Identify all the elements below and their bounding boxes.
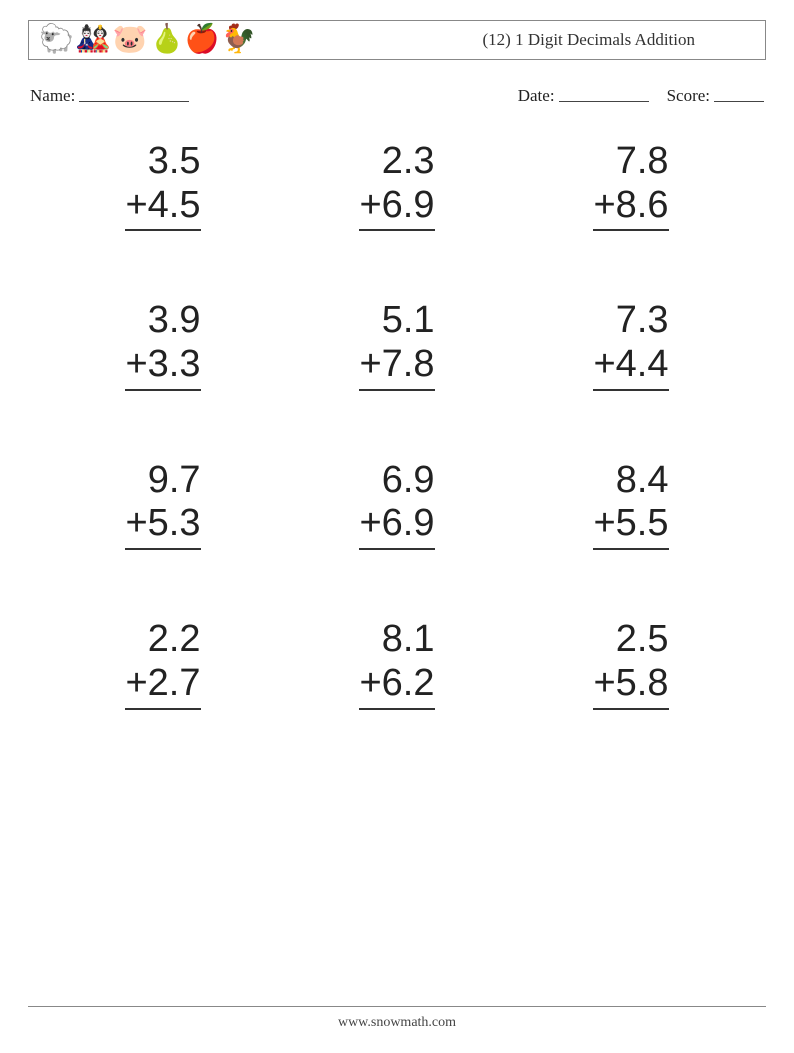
fruit-icon: 🍐🍎 — [150, 26, 220, 54]
addend-bottom: +5.3 — [125, 502, 200, 550]
addend-top: 5.1 — [359, 299, 434, 343]
problem-cell: 9.7+5.3 — [46, 459, 280, 550]
worksheet-page: 🐑 🎎 🐷 🍐🍎 🐓 (12) 1 Digit Decimals Additio… — [0, 0, 794, 1053]
addend-bottom: +6.9 — [359, 502, 434, 550]
addend-bottom: +7.8 — [359, 343, 434, 391]
worksheet-title: (12) 1 Digit Decimals Addition — [483, 30, 755, 50]
name-label: Name: — [30, 86, 75, 106]
problem-cell: 3.5+4.5 — [46, 140, 280, 231]
addend-top: 7.8 — [593, 140, 668, 184]
addend-bottom: +6.9 — [359, 184, 434, 232]
sheep-icon: 🐑 — [39, 26, 74, 54]
addition-problem: 3.5+4.5 — [125, 140, 200, 231]
problem-cell: 2.5+5.8 — [514, 618, 748, 709]
addend-top: 2.2 — [125, 618, 200, 662]
addition-problem: 3.9+3.3 — [125, 299, 200, 390]
addend-bottom: +6.2 — [359, 662, 434, 710]
addition-problem: 6.9+6.9 — [359, 459, 434, 550]
footer: www.snowmath.com — [28, 1006, 766, 1031]
addend-bottom: +5.5 — [593, 502, 668, 550]
addend-top: 9.7 — [125, 459, 200, 503]
header-box: 🐑 🎎 🐷 🍐🍎 🐓 (12) 1 Digit Decimals Additio… — [28, 20, 766, 60]
info-spacer — [189, 86, 517, 106]
addition-problem: 8.1+6.2 — [359, 618, 434, 709]
rooster-icon: 🐓 — [221, 26, 256, 54]
addition-problem: 9.7+5.3 — [125, 459, 200, 550]
addend-top: 6.9 — [359, 459, 434, 503]
date-label: Date: — [518, 86, 555, 106]
addition-problem: 2.2+2.7 — [125, 618, 200, 709]
problem-cell: 7.8+8.6 — [514, 140, 748, 231]
problem-cell: 5.1+7.8 — [280, 299, 514, 390]
header-icons: 🐑 🎎 🐷 🍐🍎 🐓 — [39, 26, 256, 54]
score-label: Score: — [667, 86, 710, 106]
date-blank[interactable] — [559, 86, 649, 102]
addition-problem: 8.4+5.5 — [593, 459, 668, 550]
addition-problem: 7.8+8.6 — [593, 140, 668, 231]
addend-bottom: +4.4 — [593, 343, 668, 391]
problem-cell: 6.9+6.9 — [280, 459, 514, 550]
problem-cell: 2.3+6.9 — [280, 140, 514, 231]
scarecrow-icon: 🎎 — [76, 26, 111, 54]
addition-problem: 7.3+4.4 — [593, 299, 668, 390]
addend-bottom: +4.5 — [125, 184, 200, 232]
addend-bottom: +2.7 — [125, 662, 200, 710]
addend-bottom: +3.3 — [125, 343, 200, 391]
footer-url: www.snowmath.com — [338, 1015, 456, 1030]
problem-cell: 3.9+3.3 — [46, 299, 280, 390]
addend-top: 8.4 — [593, 459, 668, 503]
addition-problem: 5.1+7.8 — [359, 299, 434, 390]
name-blank[interactable] — [79, 86, 189, 102]
pig-icon: 🐷 — [113, 26, 148, 54]
problem-cell: 8.1+6.2 — [280, 618, 514, 709]
addition-problem: 2.5+5.8 — [593, 618, 668, 709]
problems-grid: 3.5+4.52.3+6.97.8+8.63.9+3.35.1+7.87.3+4… — [28, 140, 766, 710]
addend-top: 7.3 — [593, 299, 668, 343]
problem-cell: 2.2+2.7 — [46, 618, 280, 709]
addend-top: 2.5 — [593, 618, 668, 662]
addend-top: 2.3 — [359, 140, 434, 184]
addition-problem: 2.3+6.9 — [359, 140, 434, 231]
gap — [649, 86, 667, 106]
problem-cell: 8.4+5.5 — [514, 459, 748, 550]
addend-top: 8.1 — [359, 618, 434, 662]
addend-bottom: +5.8 — [593, 662, 668, 710]
addend-top: 3.9 — [125, 299, 200, 343]
addend-top: 3.5 — [125, 140, 200, 184]
info-line: Name: Date: Score: — [28, 86, 766, 106]
problem-cell: 7.3+4.4 — [514, 299, 748, 390]
addend-bottom: +8.6 — [593, 184, 668, 232]
score-blank[interactable] — [714, 86, 764, 102]
